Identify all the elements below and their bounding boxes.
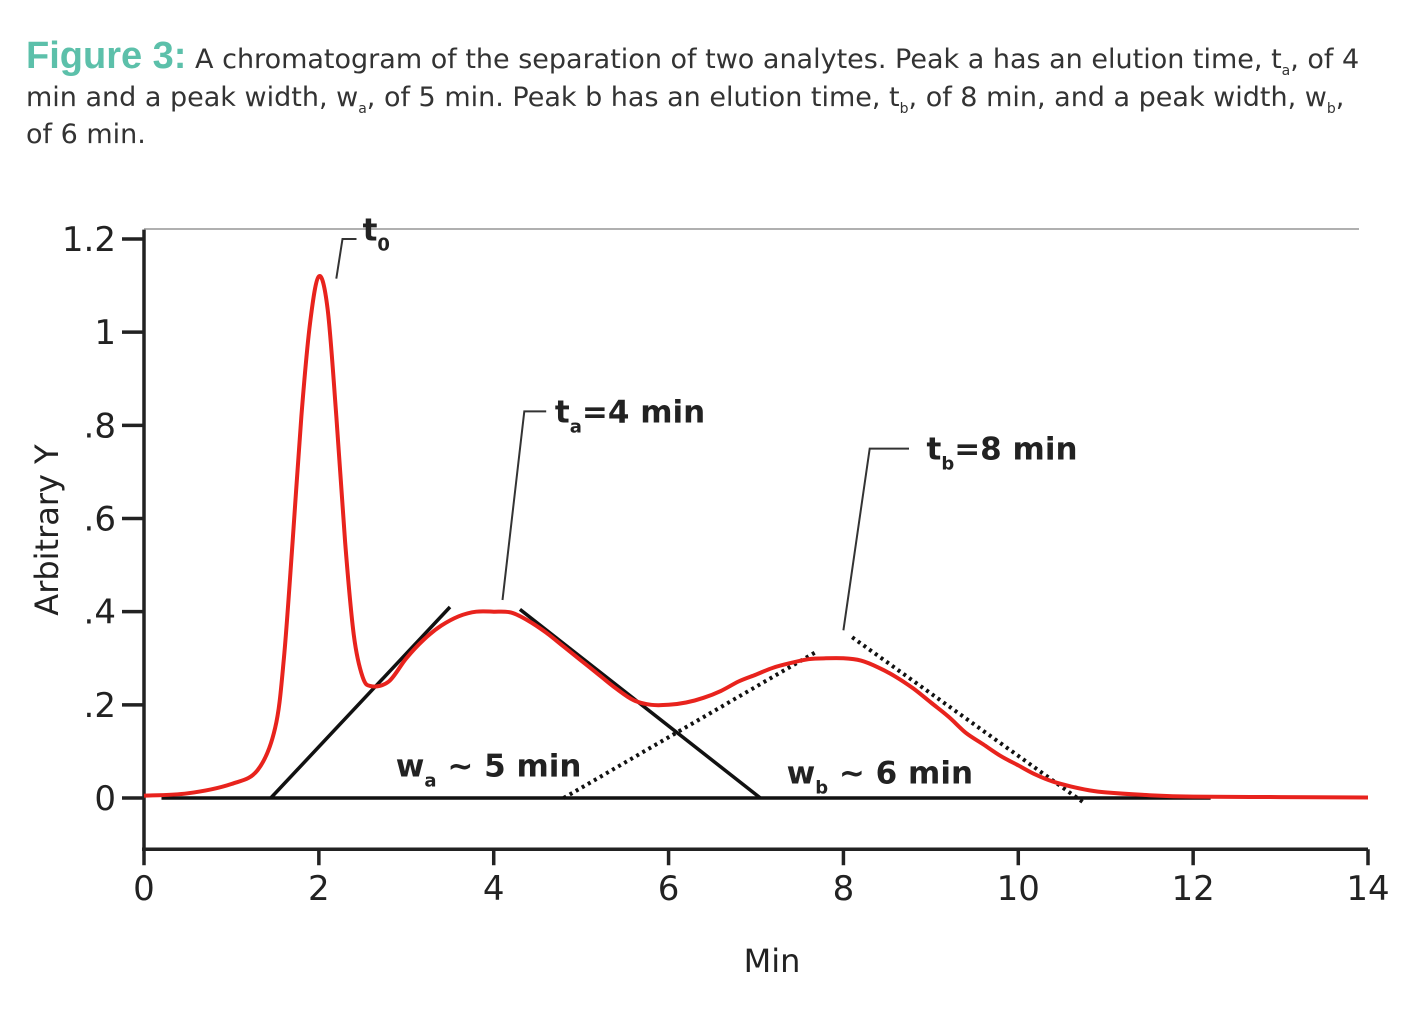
annotation-sub: b [941, 454, 954, 475]
y-axis: 0 .2 .4 .6 .8 1 1.2 [62, 220, 146, 850]
x-tick-label: 0 [133, 869, 155, 909]
plot-area [144, 228, 1359, 848]
annotation-rest: ~ 5 min [437, 748, 582, 784]
annotation-label: wb ~ 6 min [787, 755, 973, 798]
annotation-sub: 0 [377, 235, 390, 256]
annotation-main: w [396, 748, 425, 784]
annotation-leader [335, 238, 357, 279]
annotation-main: t [926, 432, 941, 468]
annotation-sub: a [424, 770, 436, 791]
y-tick-label: .4 [84, 593, 116, 633]
annotation-sub: a [570, 416, 582, 437]
y-tick-label: 1.2 [62, 220, 116, 260]
annotation-label: wa ~ 5 min [396, 748, 582, 791]
x-axis: 0 2 4 6 8 10 12 14 [133, 847, 1390, 909]
y-tick-label: 0 [94, 779, 116, 819]
annotation-rest: =4 min [582, 394, 705, 430]
annotation-rest: =8 min [954, 432, 1077, 468]
y-tick-label: .8 [84, 406, 116, 446]
signal-group [143, 274, 1369, 800]
x-tick-label: 6 [658, 869, 680, 909]
annotation-sub: b [815, 777, 828, 798]
x-axis-label: Min [744, 942, 801, 980]
y-axis-label: Arbitrary Y [28, 444, 66, 616]
tangent-line-dotted [851, 635, 1086, 805]
y-tick-label: .6 [84, 500, 116, 540]
signal-trace [143, 274, 1369, 800]
annotation-main: t [555, 394, 570, 430]
x-tick-label: 10 [997, 869, 1040, 909]
x-tick-label: 14 [1346, 869, 1389, 909]
annotation-main: w [787, 755, 816, 791]
y-tick-label: .2 [84, 686, 116, 726]
x-tick-label: 2 [308, 869, 330, 909]
y-tick-label: 1 [94, 313, 116, 353]
x-tick-label: 12 [1172, 869, 1215, 909]
caption-label: Figure 3: [26, 35, 187, 77]
tangent-line-solid [269, 605, 452, 800]
annotation-rest: ~ 6 min [828, 755, 973, 791]
annotation-leader [501, 410, 547, 601]
annotation-main: t [363, 213, 378, 249]
x-tick-label: 4 [483, 869, 505, 909]
annotation-label: tb=8 min [926, 432, 1077, 475]
caption-text: A chromatogram of the separation of two … [26, 44, 1360, 150]
annotation-label: ta=4 min [555, 394, 705, 437]
figure-caption: Figure 3: A chromatogram of the separati… [26, 35, 1376, 154]
annotation-label: t0 [363, 213, 390, 256]
annotation-leader [842, 447, 909, 631]
x-tick-label: 8 [833, 869, 855, 909]
